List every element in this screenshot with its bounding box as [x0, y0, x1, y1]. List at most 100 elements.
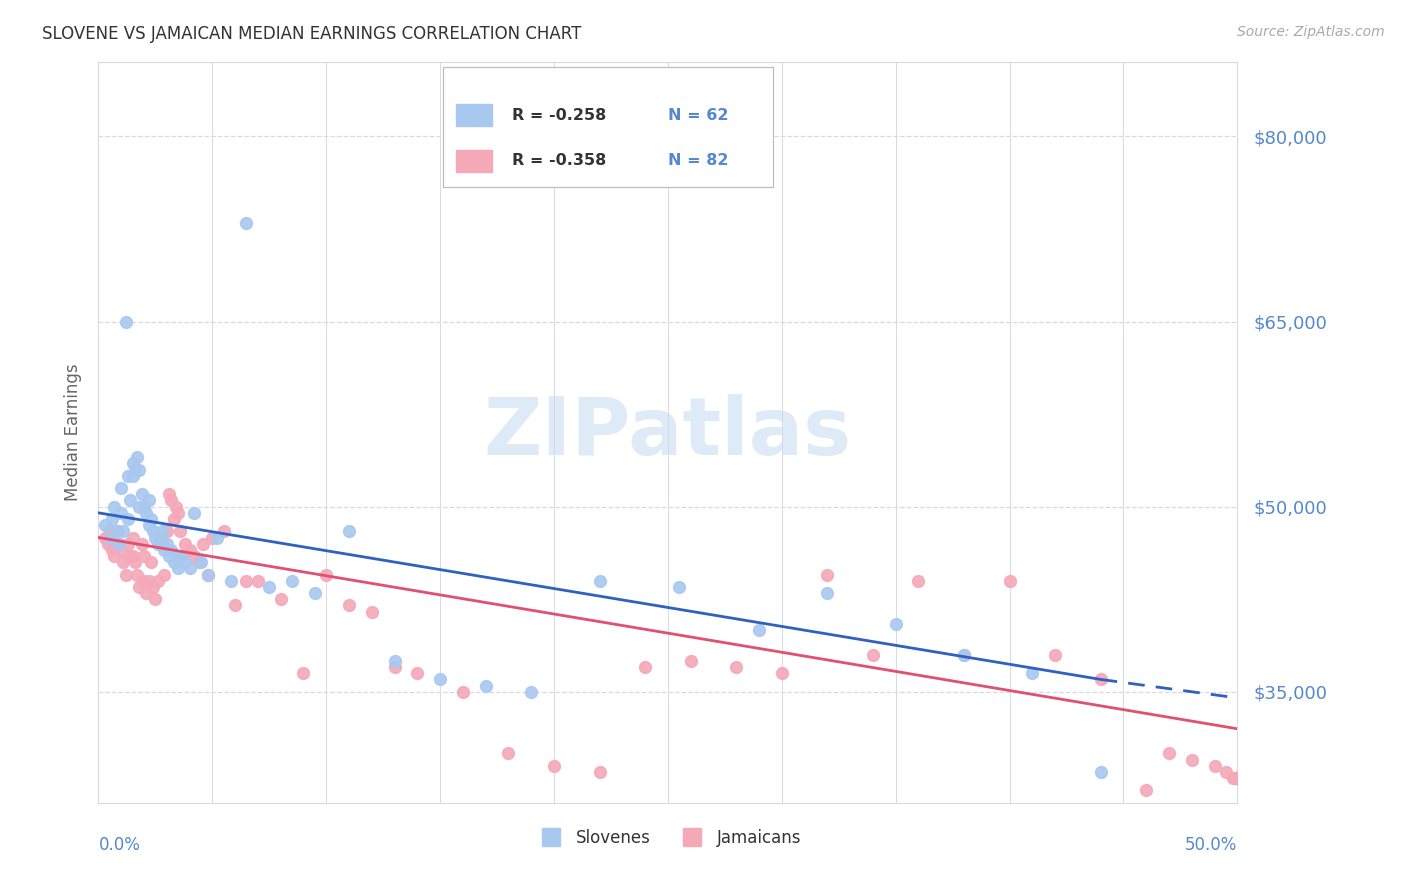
- Point: [1226, 771, 1249, 785]
- Point: [124, 555, 146, 569]
- Point: [588, 574, 610, 588]
- Point: [120, 493, 142, 508]
- Point: [105, 524, 128, 539]
- Point: [224, 599, 246, 613]
- Point: [1090, 764, 1112, 779]
- Point: [304, 586, 326, 600]
- Point: [98, 524, 121, 539]
- Point: [131, 536, 153, 550]
- Point: [167, 506, 190, 520]
- Point: [169, 524, 191, 539]
- Point: [138, 493, 160, 508]
- Point: [406, 666, 429, 681]
- Point: [139, 512, 162, 526]
- Point: [156, 524, 179, 539]
- Point: [1226, 771, 1249, 785]
- Text: 0.0%: 0.0%: [98, 836, 141, 855]
- Point: [384, 654, 406, 668]
- Point: [246, 574, 269, 588]
- Point: [121, 549, 143, 563]
- Point: [153, 567, 176, 582]
- Point: [360, 605, 382, 619]
- Point: [146, 536, 169, 550]
- Point: [998, 574, 1021, 588]
- Point: [112, 524, 135, 539]
- Point: [235, 216, 257, 230]
- Point: [1226, 771, 1249, 785]
- Point: [1215, 764, 1237, 779]
- Text: 50.0%: 50.0%: [1185, 836, 1237, 855]
- Point: [429, 673, 451, 687]
- Point: [101, 542, 124, 557]
- Text: ZIPatlas: ZIPatlas: [484, 393, 852, 472]
- Point: [474, 679, 496, 693]
- Point: [98, 531, 121, 545]
- Point: [167, 561, 190, 575]
- Legend: Slovenes, Jamaicans: Slovenes, Jamaicans: [527, 822, 808, 854]
- Point: [131, 487, 153, 501]
- Point: [205, 531, 228, 545]
- Point: [128, 580, 150, 594]
- Point: [190, 555, 212, 569]
- Point: [135, 586, 157, 600]
- Point: [153, 542, 176, 557]
- Point: [907, 574, 929, 588]
- Point: [162, 512, 184, 526]
- Point: [1090, 673, 1112, 687]
- Point: [1021, 666, 1043, 681]
- Point: [1043, 648, 1066, 662]
- Point: [121, 457, 143, 471]
- Point: [132, 500, 155, 514]
- Point: [337, 599, 360, 613]
- Point: [145, 592, 167, 607]
- Point: [1204, 758, 1226, 772]
- Point: [543, 758, 565, 772]
- Point: [121, 468, 143, 483]
- Point: [498, 747, 520, 761]
- Point: [135, 506, 157, 520]
- Point: [1135, 783, 1157, 797]
- Text: Source: ZipAtlas.com: Source: ZipAtlas.com: [1237, 25, 1385, 39]
- Point: [127, 567, 149, 582]
- Point: [193, 536, 215, 550]
- Text: N = 82: N = 82: [668, 153, 728, 169]
- Point: [337, 524, 360, 539]
- Point: [145, 531, 167, 545]
- Point: [157, 549, 180, 563]
- Point: [138, 518, 160, 533]
- Point: [174, 536, 197, 550]
- Point: [187, 555, 209, 569]
- Point: [172, 549, 194, 563]
- Point: [150, 536, 173, 550]
- Point: [156, 536, 179, 550]
- Point: [146, 574, 169, 588]
- Point: [165, 549, 187, 563]
- Point: [588, 764, 610, 779]
- Point: [108, 536, 131, 550]
- Point: [520, 685, 543, 699]
- Point: [292, 666, 315, 681]
- Point: [179, 561, 201, 575]
- Point: [160, 493, 183, 508]
- Point: [138, 574, 160, 588]
- Point: [815, 567, 838, 582]
- Point: [183, 549, 205, 563]
- Point: [1157, 747, 1180, 761]
- Point: [259, 580, 281, 594]
- Point: [139, 555, 162, 569]
- Point: [149, 531, 172, 545]
- Point: [179, 542, 201, 557]
- Point: [112, 555, 135, 569]
- Text: N = 62: N = 62: [668, 108, 728, 122]
- Point: [668, 580, 690, 594]
- Point: [884, 616, 907, 631]
- Point: [201, 531, 224, 545]
- Point: [120, 549, 142, 563]
- Point: [117, 468, 139, 483]
- Point: [128, 462, 150, 476]
- Point: [114, 567, 136, 582]
- Point: [103, 500, 125, 514]
- Point: [197, 567, 219, 582]
- Point: [1222, 771, 1244, 785]
- Point: [110, 542, 132, 557]
